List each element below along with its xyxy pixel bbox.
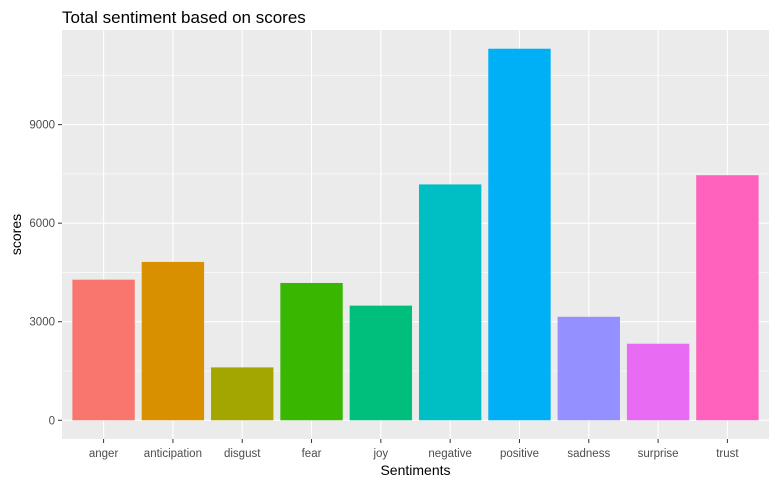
x-tick-label: sadness [567,448,610,460]
y-axis-ticks: 0 3000 6000 9000 [29,120,62,427]
bars [72,48,759,421]
y-tick-label: 3000 [29,317,55,329]
bar-anger [72,279,135,421]
y-axis-title: scores [8,214,24,255]
x-axis-title: Sentiments [380,462,450,478]
bar-fear [280,282,343,421]
y-tick-label: 0 [49,415,55,427]
x-tick-label: anger [89,448,119,460]
bar-disgust [211,367,274,421]
bar-anticipation [141,261,205,421]
bar-sadness [557,316,620,421]
bar-joy [349,305,413,421]
y-tick-label: 9000 [29,120,55,132]
bar-negative [418,184,482,421]
x-tick-label: joy [372,448,388,460]
x-tick-label: fear [302,448,322,460]
x-tick-label: negative [428,448,471,460]
x-tick-label: trust [716,448,739,460]
bar-surprise [626,343,690,421]
x-tick-label: positive [500,448,539,460]
chart-title: Total sentiment based on scores [62,8,306,27]
bar-positive [488,48,551,421]
x-axis-ticks: anger anticipation disgust fear joy negative p… [89,439,739,460]
x-tick-label: disgust [224,448,261,460]
bar-trust [696,175,759,421]
x-tick-label: surprise [638,448,679,460]
y-tick-label: 6000 [29,218,55,230]
x-tick-label: anticipation [144,448,202,460]
